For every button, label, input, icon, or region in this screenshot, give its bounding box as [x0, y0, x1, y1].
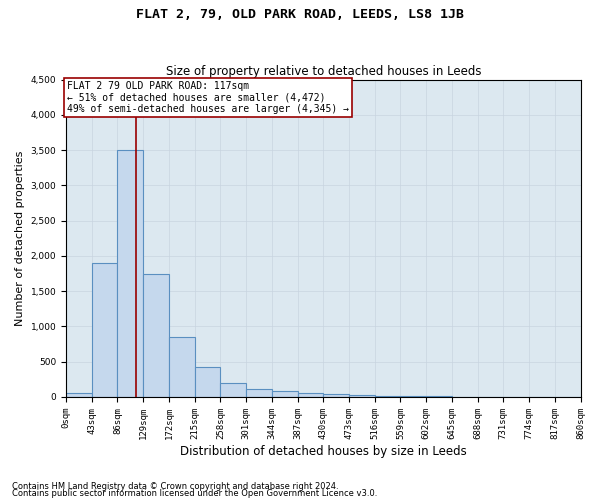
Bar — [66, 394, 92, 397]
Y-axis label: Number of detached properties: Number of detached properties — [15, 150, 25, 326]
Bar — [118, 150, 143, 397]
Text: FLAT 2 79 OLD PARK ROAD: 117sqm
← 51% of detached houses are smaller (4,472)
49%: FLAT 2 79 OLD PARK ROAD: 117sqm ← 51% of… — [67, 81, 349, 114]
Bar — [298, 393, 323, 397]
X-axis label: Distribution of detached houses by size in Leeds: Distribution of detached houses by size … — [180, 444, 467, 458]
Bar — [400, 396, 426, 397]
Bar — [349, 395, 375, 397]
Bar — [143, 274, 169, 397]
Bar — [169, 337, 194, 397]
Bar — [246, 388, 272, 397]
Bar — [194, 366, 220, 397]
Bar — [220, 383, 246, 397]
Text: FLAT 2, 79, OLD PARK ROAD, LEEDS, LS8 1JB: FLAT 2, 79, OLD PARK ROAD, LEEDS, LS8 1J… — [136, 8, 464, 20]
Text: Contains HM Land Registry data © Crown copyright and database right 2024.: Contains HM Land Registry data © Crown c… — [12, 482, 338, 491]
Title: Size of property relative to detached houses in Leeds: Size of property relative to detached ho… — [166, 66, 481, 78]
Bar — [375, 396, 400, 397]
Bar — [92, 263, 118, 397]
Bar — [323, 394, 349, 397]
Text: Contains public sector information licensed under the Open Government Licence v3: Contains public sector information licen… — [12, 489, 377, 498]
Bar — [272, 392, 298, 397]
